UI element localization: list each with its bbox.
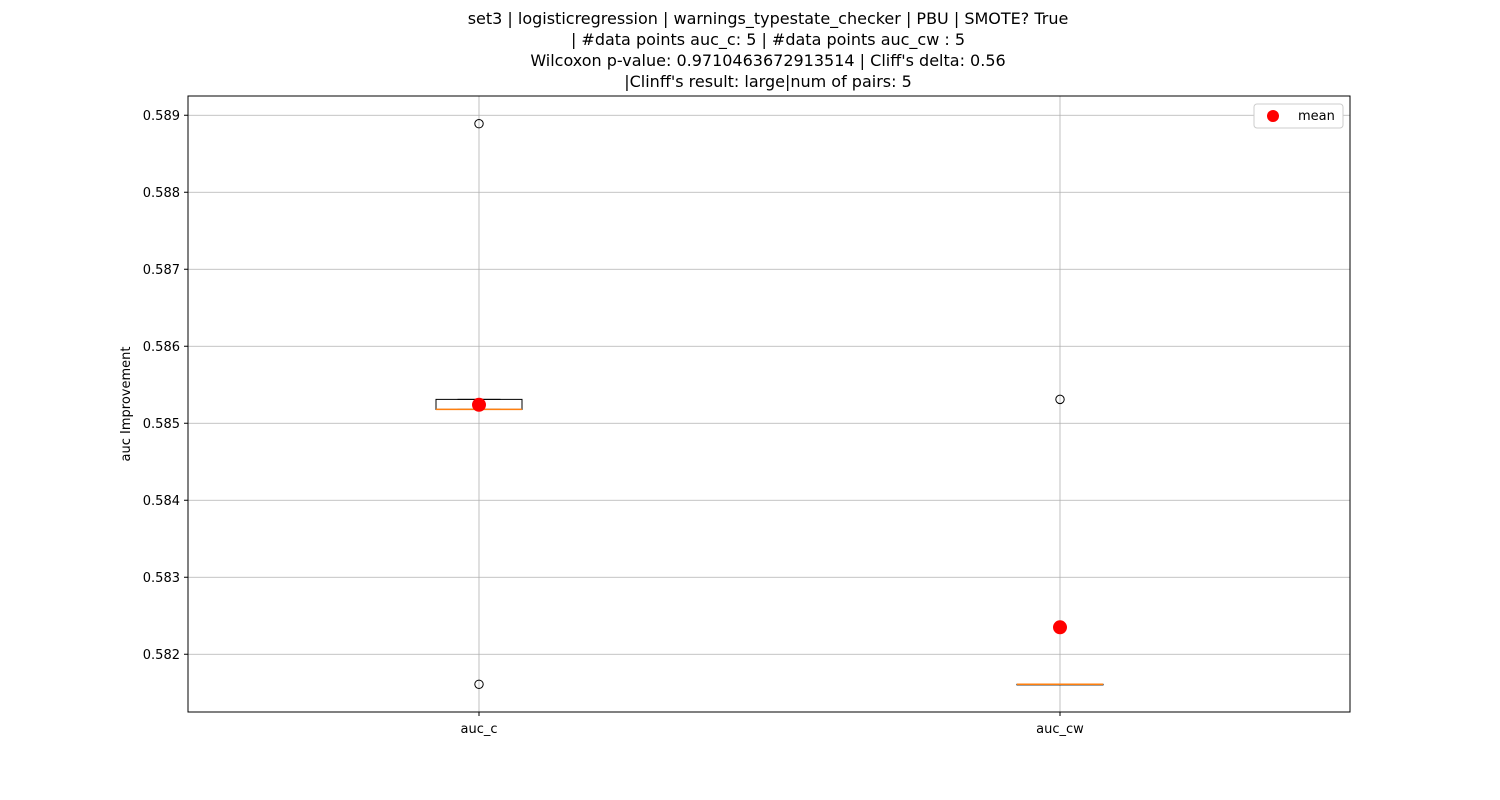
box-auc_cw: [1016, 394, 1104, 686]
title-line-4: |Clinff's result: large|num of pairs: 5: [624, 72, 912, 91]
title-line-1: set3 | logisticregression | warnings_typ…: [468, 9, 1069, 29]
legend-frame: [1253, 103, 1344, 129]
title-line-3: Wilcoxon p-value: 0.9710463672913514 | C…: [530, 51, 1005, 70]
plot-data: [435, 119, 1104, 689]
y-tick-label: 0.585: [143, 417, 180, 432]
outlier-point: [474, 679, 484, 689]
axes: 0.582 0.583 0.584 0.585 0.586 0.587 0.588 0.589…: [143, 109, 1084, 737]
grid-lines: [188, 96, 1350, 712]
y-tick-label: 0.586: [143, 340, 180, 355]
title-line-2: | #data points auc_c: 5 | #data points a…: [571, 30, 965, 50]
mean-marker: [1053, 620, 1067, 635]
legend-mean-label: mean: [1298, 109, 1335, 124]
y-axis-label: auc Improvement: [119, 347, 134, 462]
x-tick-label: auc_cw: [1036, 722, 1084, 737]
plot-area-frame: [187, 95, 1351, 713]
y-tick-label: 0.587: [143, 263, 180, 278]
outlier-point: [1055, 394, 1065, 405]
chart-title: set3 | logisticregression | warnings_typ…: [468, 9, 1069, 91]
y-tick-label: 0.582: [143, 648, 180, 663]
y-tick-label: 0.583: [143, 571, 180, 586]
box-auc_c: [435, 119, 523, 689]
y-tick-label: 0.589: [143, 109, 180, 124]
x-tick-label: auc_c: [460, 722, 497, 737]
y-tick-label: 0.588: [143, 186, 180, 201]
y-tick-label: 0.584: [143, 494, 180, 509]
legend-mean-marker: [1267, 110, 1279, 122]
outlier-point: [474, 119, 484, 129]
mean-marker: [472, 397, 486, 412]
legend: mean: [1253, 103, 1344, 129]
